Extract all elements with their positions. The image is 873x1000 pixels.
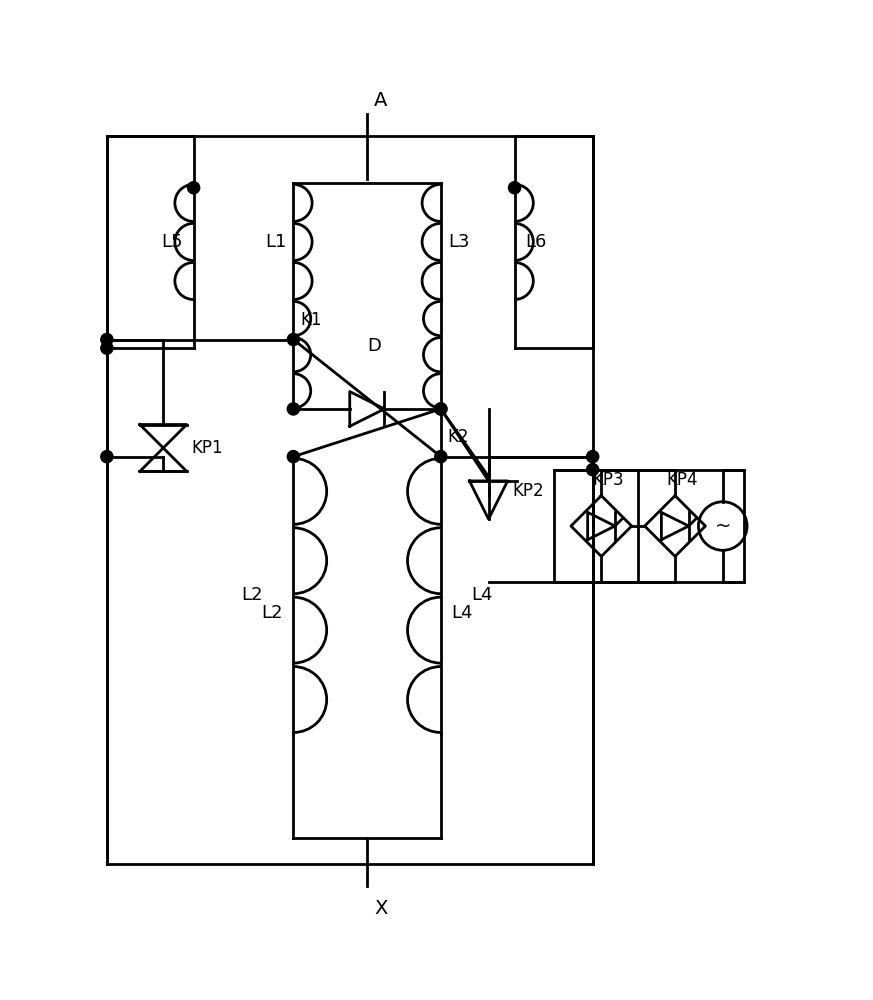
Circle shape bbox=[287, 403, 299, 415]
Text: L1: L1 bbox=[265, 233, 286, 251]
Text: L3: L3 bbox=[448, 233, 470, 251]
Circle shape bbox=[435, 451, 447, 463]
Text: L4: L4 bbox=[451, 604, 473, 622]
Text: KP1: KP1 bbox=[191, 439, 223, 457]
Text: ~: ~ bbox=[715, 517, 731, 536]
Circle shape bbox=[508, 182, 520, 194]
Text: KP3: KP3 bbox=[593, 471, 624, 489]
Text: L5: L5 bbox=[162, 233, 183, 251]
Circle shape bbox=[100, 342, 113, 354]
Text: L2: L2 bbox=[261, 604, 283, 622]
Text: L6: L6 bbox=[525, 233, 546, 251]
Circle shape bbox=[100, 451, 113, 463]
Circle shape bbox=[587, 451, 599, 463]
Circle shape bbox=[435, 403, 447, 415]
Circle shape bbox=[587, 464, 599, 476]
Text: K2: K2 bbox=[448, 428, 470, 446]
Text: K1: K1 bbox=[300, 311, 322, 329]
Text: X: X bbox=[374, 899, 388, 918]
Circle shape bbox=[287, 451, 299, 463]
Text: KP2: KP2 bbox=[512, 482, 545, 500]
Circle shape bbox=[435, 403, 447, 415]
Circle shape bbox=[188, 182, 200, 194]
Circle shape bbox=[287, 333, 299, 346]
Text: A: A bbox=[374, 91, 388, 110]
Text: D: D bbox=[368, 337, 381, 355]
Text: KP4: KP4 bbox=[666, 471, 698, 489]
Circle shape bbox=[100, 333, 113, 346]
Text: L4: L4 bbox=[471, 586, 492, 604]
Text: L2: L2 bbox=[242, 586, 263, 604]
